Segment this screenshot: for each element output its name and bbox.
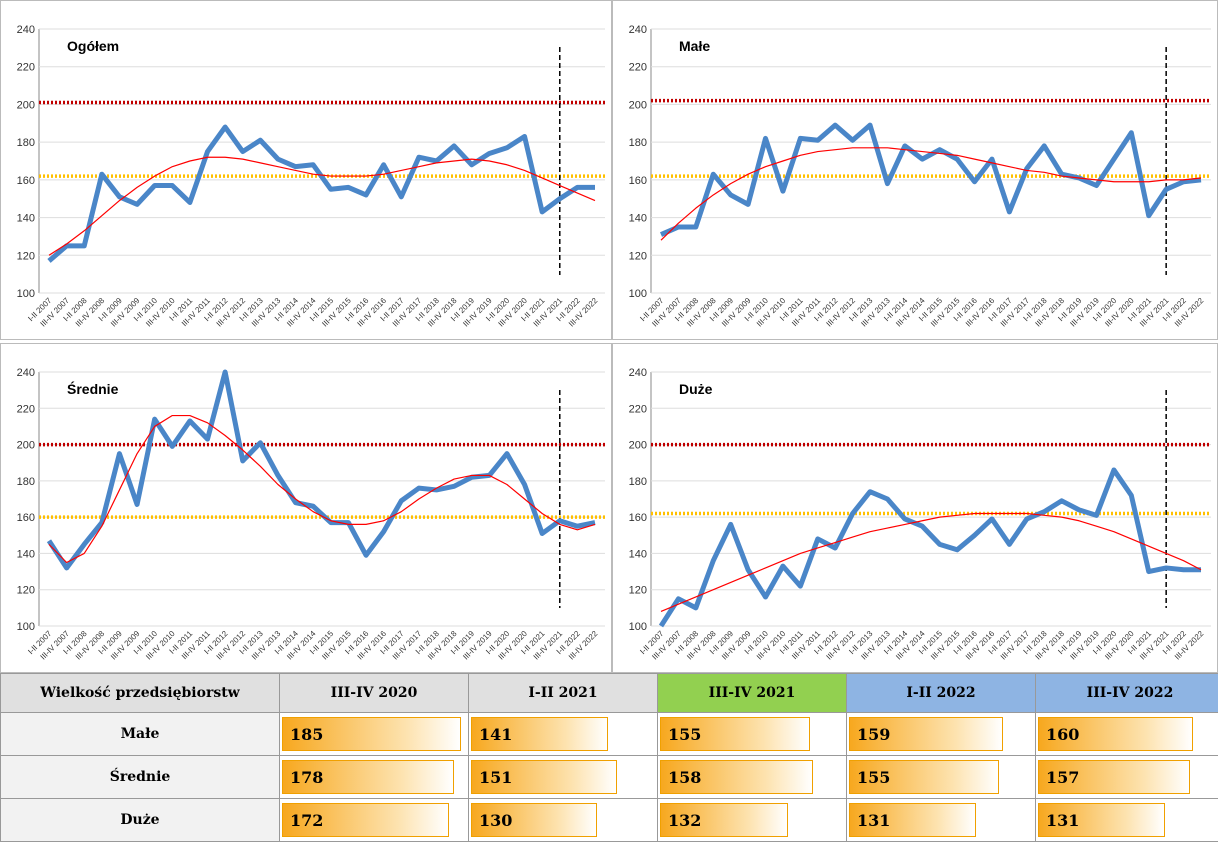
y-tick-label: 160 (17, 512, 35, 524)
y-tick-label: 160 (629, 175, 647, 187)
header-cell: I-II 2022 (847, 674, 1036, 713)
y-tick-label: 100 (629, 621, 647, 633)
value: 157 (1036, 768, 1079, 787)
chart-title: Małe (679, 38, 710, 54)
header-cell: I-II 2021 (469, 674, 658, 713)
header-cell: III-IV 2021 (658, 674, 847, 713)
value: 151 (469, 768, 512, 787)
value: 132 (658, 811, 701, 830)
y-tick-label: 240 (17, 24, 35, 36)
y-tick-label: 220 (17, 62, 35, 74)
y-tick-label: 180 (17, 476, 35, 488)
data-line (661, 470, 1201, 626)
value-cell: 155 (847, 756, 1036, 799)
row-label: Duże (1, 799, 280, 842)
y-tick-label: 160 (629, 512, 647, 524)
value-cell: 172 (280, 799, 469, 842)
y-tick-label: 120 (629, 585, 647, 597)
y-tick-label: 120 (629, 250, 647, 262)
y-tick-label: 100 (629, 288, 647, 300)
value: 185 (280, 725, 323, 744)
value-cell: 130 (469, 799, 658, 842)
value-cell: 132 (658, 799, 847, 842)
trend-line (661, 514, 1201, 612)
header-cell: III-IV 2022 (1036, 674, 1218, 713)
value-cell: 141 (469, 713, 658, 756)
header-cell: Wielkość przedsiębiorstw (1, 674, 280, 713)
value-cell: 131 (847, 799, 1036, 842)
value: 178 (280, 768, 323, 787)
y-tick-label: 120 (17, 585, 35, 597)
value-cell: 155 (658, 713, 847, 756)
value-cell: 157 (1036, 756, 1218, 799)
y-tick-label: 140 (17, 548, 35, 560)
y-tick-label: 180 (629, 476, 647, 488)
value: 155 (847, 768, 890, 787)
y-tick-label: 240 (17, 367, 35, 379)
y-tick-label: 200 (629, 99, 647, 111)
y-tick-label: 100 (17, 288, 35, 300)
value-cell: 160 (1036, 713, 1218, 756)
y-tick-label: 100 (17, 621, 35, 633)
value: 172 (280, 811, 323, 830)
value: 141 (469, 725, 512, 744)
y-tick-label: 220 (629, 62, 647, 74)
y-tick-label: 200 (629, 440, 647, 452)
y-tick-label: 140 (629, 548, 647, 560)
y-tick-label: 240 (629, 367, 647, 379)
header-cell: III-IV 2020 (280, 674, 469, 713)
data-line (49, 372, 595, 568)
value-cell: 151 (469, 756, 658, 799)
y-tick-label: 140 (17, 213, 35, 225)
value: 160 (1036, 725, 1079, 744)
value: 130 (469, 811, 512, 830)
y-tick-label: 180 (17, 137, 35, 149)
value: 131 (1036, 811, 1079, 830)
y-tick-label: 220 (17, 403, 35, 415)
y-tick-label: 220 (629, 403, 647, 415)
trend-line (49, 157, 595, 255)
y-tick-label: 180 (629, 137, 647, 149)
y-tick-label: 200 (17, 99, 35, 111)
value-cell: 178 (280, 756, 469, 799)
chart-title: Ogółem (67, 38, 119, 54)
chart-title: Średnie (67, 380, 119, 397)
trend-line (661, 148, 1201, 240)
value: 131 (847, 811, 890, 830)
data-line (49, 127, 595, 261)
y-tick-label: 200 (17, 440, 35, 452)
row-label: Małe (1, 713, 280, 756)
chart-title: Duże (679, 381, 713, 397)
y-tick-label: 140 (629, 213, 647, 225)
y-tick-label: 120 (17, 250, 35, 262)
value-cell: 159 (847, 713, 1036, 756)
row-label: Średnie (1, 756, 280, 799)
value-cell: 185 (280, 713, 469, 756)
value: 155 (658, 725, 701, 744)
y-tick-label: 240 (629, 24, 647, 36)
y-tick-label: 160 (17, 175, 35, 187)
value-cell: 158 (658, 756, 847, 799)
value: 158 (658, 768, 701, 787)
value: 159 (847, 725, 890, 744)
value-cell: 131 (1036, 799, 1218, 842)
